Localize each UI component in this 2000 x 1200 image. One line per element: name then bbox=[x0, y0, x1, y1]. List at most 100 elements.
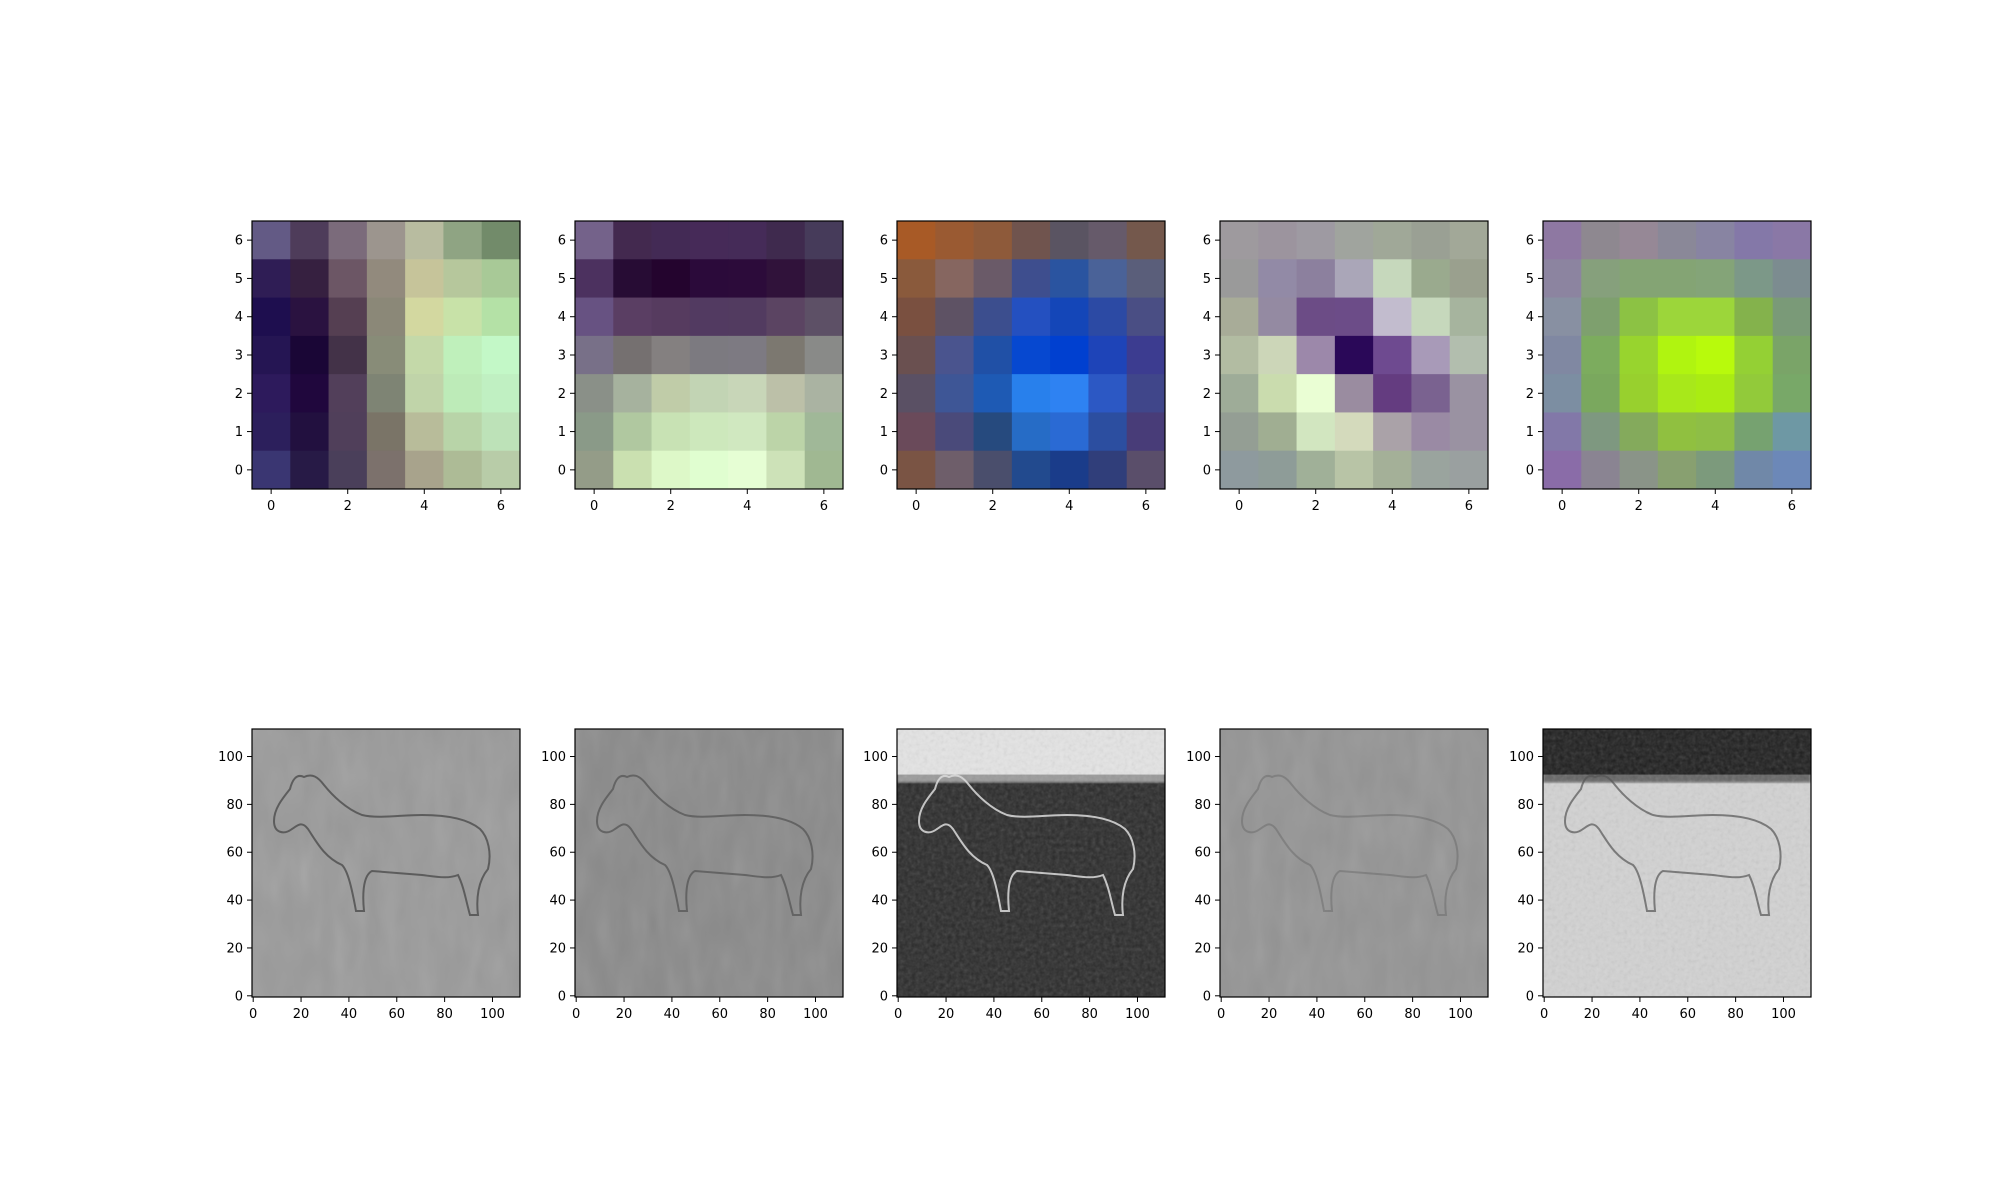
heatmap-cell bbox=[575, 335, 614, 375]
heatmap-cell bbox=[1126, 450, 1166, 490]
heatmap-cell bbox=[728, 335, 767, 375]
heatmap-cell bbox=[252, 374, 291, 413]
x-tick-label: 100 bbox=[1125, 1007, 1150, 1022]
heatmap-cell bbox=[1050, 412, 1089, 452]
panel-feature-map-4: 0 20 40 60 80 100 0 20 40 60 80 100 bbox=[1186, 728, 1489, 1022]
heatmap-cell bbox=[651, 374, 691, 413]
y-tick-label: 80 bbox=[226, 798, 243, 813]
heatmap-cell bbox=[1696, 335, 1735, 375]
heatmap-cell bbox=[1258, 335, 1297, 375]
heatmap-cell bbox=[290, 297, 329, 337]
heatmap-cell bbox=[766, 335, 806, 375]
y-tick-label: 60 bbox=[549, 846, 566, 861]
heatmap-cell bbox=[405, 450, 444, 490]
y-tick-label: 0 bbox=[880, 989, 888, 1004]
x-tick-label: 4 bbox=[743, 499, 751, 514]
y-tick-label: 60 bbox=[1517, 846, 1534, 861]
heatmap-cell bbox=[1581, 450, 1620, 490]
heatmap-cell bbox=[1011, 297, 1051, 337]
y-tick-label: 0 bbox=[880, 463, 888, 478]
heatmap-cell bbox=[1449, 412, 1489, 452]
heatmap-cell bbox=[1543, 297, 1582, 337]
heatmap-cell bbox=[613, 374, 652, 413]
x-tick-label: 60 bbox=[388, 1007, 405, 1022]
y-tick-label: 6 bbox=[558, 234, 566, 249]
heatmap-cell bbox=[973, 221, 1013, 260]
heatmap-cell bbox=[328, 374, 368, 413]
x-tick-label: 20 bbox=[616, 1007, 633, 1022]
y-tick-label: 5 bbox=[1526, 272, 1534, 287]
y-tick-label: 4 bbox=[235, 310, 243, 325]
heatmap-cell bbox=[1334, 297, 1374, 337]
y-tick-label: 100 bbox=[863, 750, 888, 765]
y-tick-label: 2 bbox=[235, 387, 243, 402]
heatmap-cell bbox=[1126, 335, 1166, 375]
heatmap-cell bbox=[1543, 412, 1582, 452]
heatmap-cell bbox=[1126, 412, 1166, 452]
x-tick-label: 0 bbox=[1540, 1007, 1548, 1022]
y-tick-label: 40 bbox=[549, 894, 566, 909]
heatmap-cell bbox=[935, 221, 974, 260]
y-tick-label: 2 bbox=[558, 387, 566, 402]
heatmap-cell bbox=[1734, 259, 1774, 298]
heatmap-cell bbox=[443, 335, 483, 375]
heatmap-cell bbox=[1258, 374, 1297, 413]
x-tick-label: 2 bbox=[1312, 499, 1320, 514]
x-tick-label: 0 bbox=[1235, 499, 1243, 514]
heatmap-cell bbox=[897, 412, 936, 452]
heatmap-cell bbox=[252, 335, 291, 375]
heatmap-cell bbox=[728, 450, 767, 490]
x-tick-label: 80 bbox=[436, 1007, 453, 1022]
x-tick-label: 60 bbox=[711, 1007, 728, 1022]
heatmap-cell bbox=[290, 335, 329, 375]
y-tick-label: 6 bbox=[880, 234, 888, 249]
y-tick-label: 40 bbox=[226, 894, 243, 909]
y-tick-label: 5 bbox=[235, 272, 243, 287]
heatmap-cell bbox=[1696, 259, 1735, 298]
heatmap-cell bbox=[1258, 221, 1297, 260]
axes-frame bbox=[1219, 728, 1489, 998]
panel-feature-map-5: 0 20 40 60 80 100 0 20 40 60 80 100 bbox=[1509, 728, 1812, 1022]
x-tick-label: 60 bbox=[1356, 1007, 1373, 1022]
heatmap-cell bbox=[728, 412, 767, 452]
heatmap-cell bbox=[766, 297, 806, 337]
heatmap-cell bbox=[366, 412, 406, 452]
y-tick-label: 80 bbox=[871, 798, 888, 813]
heatmap-cell bbox=[443, 221, 483, 260]
y-tick-label: 1 bbox=[880, 425, 888, 440]
y-tick-label: 80 bbox=[549, 798, 566, 813]
y-tick-label: 20 bbox=[226, 941, 243, 956]
heatmap-cell bbox=[443, 450, 483, 490]
axes-frame bbox=[574, 728, 844, 998]
y-tick-label: 20 bbox=[1517, 941, 1534, 956]
heatmap-cell bbox=[651, 335, 691, 375]
x-tick-label: 100 bbox=[1771, 1007, 1796, 1022]
x-tick-label: 2 bbox=[1635, 499, 1643, 514]
y-tick-label: 1 bbox=[235, 425, 243, 440]
heatmap-cell bbox=[1543, 259, 1582, 298]
heatmap-cell bbox=[651, 412, 691, 452]
y-tick-label: 6 bbox=[235, 234, 243, 249]
heatmap-cell bbox=[1220, 335, 1259, 375]
heatmap-cell bbox=[1050, 297, 1089, 337]
heatmap-cell bbox=[1696, 412, 1735, 452]
heatmap-cell bbox=[728, 374, 767, 413]
heatmap-cell bbox=[1411, 412, 1451, 452]
heatmap-cell bbox=[1258, 297, 1297, 337]
y-tick-label: 100 bbox=[1509, 750, 1534, 765]
heatmap-cell bbox=[613, 259, 652, 298]
heatmap-cell bbox=[290, 221, 329, 260]
heatmap-cell bbox=[613, 221, 652, 260]
y-tick-label: 1 bbox=[1526, 425, 1534, 440]
heatmap-cell bbox=[973, 259, 1013, 298]
heatmap-cell bbox=[935, 450, 974, 490]
y-tick-label: 80 bbox=[1194, 798, 1211, 813]
heatmap-cell bbox=[252, 259, 291, 298]
y-tick-label: 40 bbox=[1194, 894, 1211, 909]
heatmap-cell bbox=[1657, 259, 1697, 298]
x-tick-label: 0 bbox=[1217, 1007, 1225, 1022]
heatmap-cell bbox=[1373, 335, 1412, 375]
heatmap-cell bbox=[1581, 297, 1620, 337]
heatmap-cell bbox=[804, 259, 844, 298]
x-tick-label: 40 bbox=[1309, 1007, 1326, 1022]
